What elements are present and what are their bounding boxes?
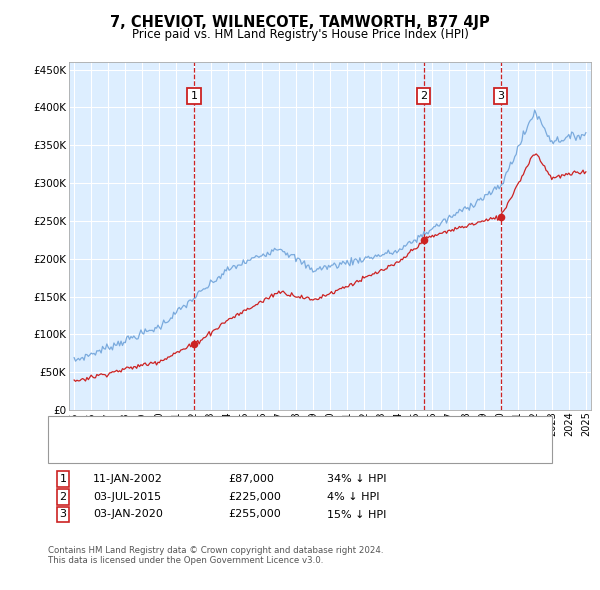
Text: 15% ↓ HPI: 15% ↓ HPI: [327, 510, 386, 519]
Text: 3: 3: [59, 510, 67, 519]
Text: 2: 2: [420, 91, 427, 101]
Text: £255,000: £255,000: [228, 510, 281, 519]
Text: This data is licensed under the Open Government Licence v3.0.: This data is licensed under the Open Gov…: [48, 556, 323, 565]
Text: 1: 1: [191, 91, 197, 101]
Text: Price paid vs. HM Land Registry's House Price Index (HPI): Price paid vs. HM Land Registry's House …: [131, 28, 469, 41]
Text: 11-JAN-2002: 11-JAN-2002: [93, 474, 163, 484]
Text: 3: 3: [497, 91, 504, 101]
Text: £87,000: £87,000: [228, 474, 274, 484]
Text: 03-JAN-2020: 03-JAN-2020: [93, 510, 163, 519]
Text: £225,000: £225,000: [228, 492, 281, 502]
Text: HPI: Average price, detached house, Tamworth: HPI: Average price, detached house, Tamw…: [95, 445, 350, 455]
Text: 1: 1: [59, 474, 67, 484]
Text: 7, CHEVIOT, WILNECOTE, TAMWORTH, B77 4JP (detached house): 7, CHEVIOT, WILNECOTE, TAMWORTH, B77 4JP…: [95, 422, 448, 431]
Text: 34% ↓ HPI: 34% ↓ HPI: [327, 474, 386, 484]
Text: 2: 2: [59, 492, 67, 502]
Text: 7, CHEVIOT, WILNECOTE, TAMWORTH, B77 4JP: 7, CHEVIOT, WILNECOTE, TAMWORTH, B77 4JP: [110, 15, 490, 30]
Text: 03-JUL-2015: 03-JUL-2015: [93, 492, 161, 502]
Text: 4% ↓ HPI: 4% ↓ HPI: [327, 492, 380, 502]
Text: Contains HM Land Registry data © Crown copyright and database right 2024.: Contains HM Land Registry data © Crown c…: [48, 546, 383, 555]
